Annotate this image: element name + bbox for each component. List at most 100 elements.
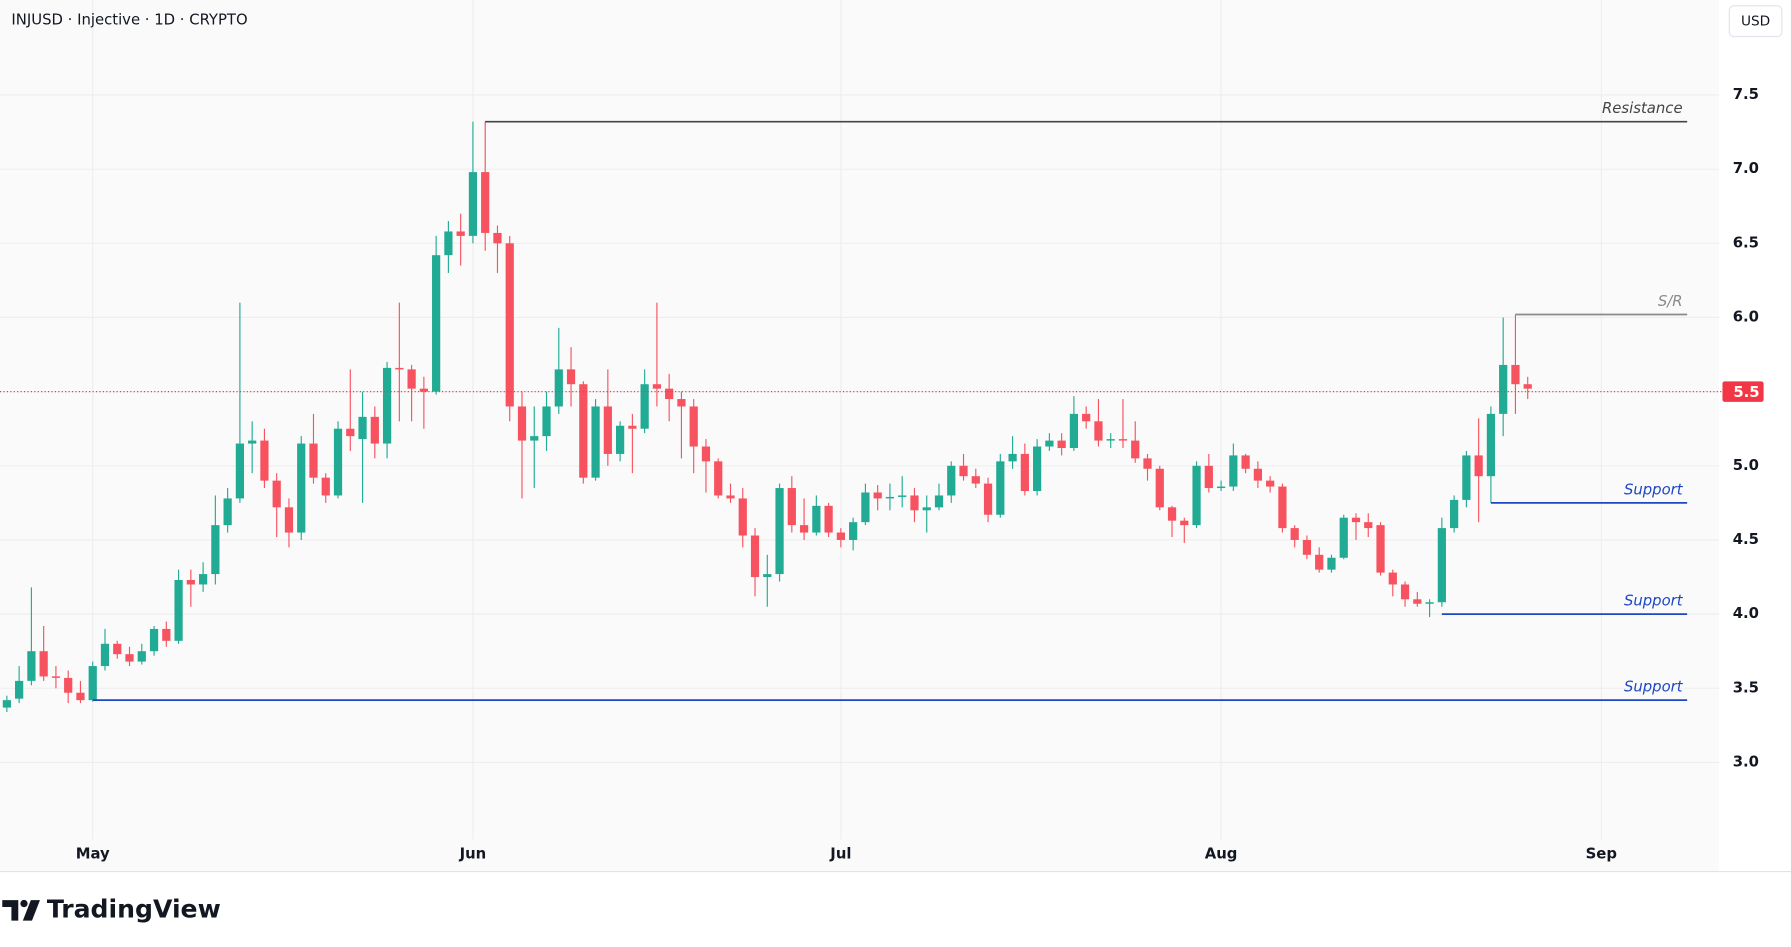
y-tick-label: 4.5 [1733,531,1759,548]
candle-body [701,446,711,462]
candle-body [113,643,122,655]
candle-body [628,425,637,429]
candle-body [726,495,735,499]
candle-body [1131,440,1140,459]
candle-body [1388,572,1397,585]
candle-body [1290,528,1299,540]
candle-body [1511,364,1520,385]
candle-body [750,535,760,578]
level-label: Support [1624,593,1684,610]
y-tick-label: 5.0 [1733,457,1759,474]
currency-button[interactable] [1728,5,1783,38]
currency-label: USD [1741,14,1770,30]
candle-body [640,384,649,429]
candle-body [763,574,772,578]
candle-body [910,495,919,511]
candle-body [1364,522,1373,529]
candle-body [137,651,146,662]
candle-body [1327,557,1336,570]
candle-body [211,525,220,575]
candle-body [15,680,24,699]
candle-body [898,495,907,497]
candle-body [665,388,674,400]
candle-body [652,384,662,389]
candle-body [1266,480,1275,487]
candle-body [272,480,281,508]
level-label: Resistance [1602,100,1683,117]
candle-body [309,443,318,478]
candle-body [358,416,367,440]
candle-body [959,465,968,477]
candles: Resistance S/R Support Support Support [0,100,1723,713]
candle-body [947,465,956,496]
candle-body [1229,455,1238,487]
candle-body [1450,499,1459,529]
candle-body [1339,517,1348,558]
candle-body [248,440,257,444]
candle-body [149,628,159,652]
candle-body [419,388,428,392]
candle-body [1302,539,1312,555]
candle-body [1474,455,1483,477]
candle-body [1045,440,1054,447]
candle-body [1437,528,1446,603]
x-tick-label: Jun [459,845,487,862]
logo-part [20,899,28,908]
candle-body [1523,384,1532,389]
candle-body [1155,468,1164,508]
y-tick-label: 4.0 [1733,605,1759,622]
candle-body [88,666,97,701]
candle-body [51,676,61,678]
level-label: Support [1624,481,1684,498]
logo-part [22,900,40,921]
candle-body [1192,465,1201,526]
candle-body [481,172,490,233]
candle-body [1413,599,1422,604]
candle-body [1033,446,1042,492]
candle-body [382,367,392,444]
y-tick-label: 7.0 [1733,160,1759,177]
candle-body [407,369,416,389]
candle-body [1167,507,1177,521]
candle-body [444,231,453,256]
candle-body [493,232,502,244]
candle-body [76,692,85,701]
x-tick-label: Jul [829,845,851,862]
level-label: Support [1624,679,1684,696]
level-label: S/R [1658,293,1683,310]
candle-body [603,406,612,454]
candle-body [689,406,698,447]
candle-body [1069,413,1079,448]
candle-body [162,628,171,641]
candle-body [297,443,306,533]
candle-body [799,525,809,533]
candle-body [775,488,784,575]
brand: TradingView [47,894,221,923]
candle-body [1216,486,1226,489]
candle-body [812,505,821,533]
last-price-box [1722,381,1764,402]
symbol-title: INJUSD · Injective · 1D · CRYPTO [11,12,247,29]
candle-body [1118,439,1128,441]
y-tick-label: 3.0 [1733,753,1759,770]
candle-body [1204,465,1213,489]
candle-body [1462,455,1471,500]
candle-body [333,428,343,496]
candle-body [983,483,993,515]
candle-body [186,580,195,585]
x-tick-label: Sep [1586,845,1617,862]
candle-body [370,416,379,444]
candle-body [468,172,478,236]
y-tick-label: 6.0 [1733,308,1759,325]
x-tick-label: May [76,845,110,862]
candle-body [1376,525,1385,573]
plot-background [0,0,1719,872]
candle-body [1486,413,1496,477]
candle-body [39,651,48,677]
candle-body [787,488,796,526]
candle-body [1253,468,1262,481]
candle-body [1315,554,1324,570]
y-tick-label: 3.5 [1733,679,1759,696]
candle-body [505,243,514,407]
candle-body [1057,440,1066,448]
